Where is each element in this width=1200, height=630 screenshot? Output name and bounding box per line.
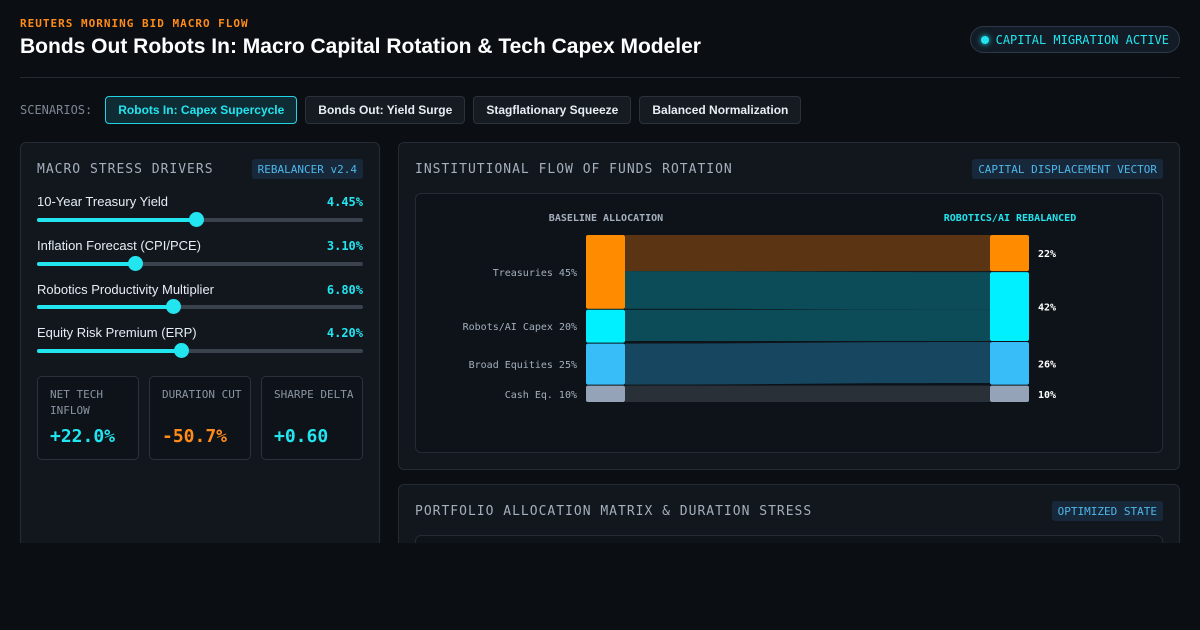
metric-value: +0.60 xyxy=(274,426,329,447)
sankey-label-right-3: 10% xyxy=(1038,390,1056,401)
metric-label: SHARPE DELTA xyxy=(274,388,354,401)
flow-panel-title: INSTITUTIONAL FLOW OF FUNDS ROTATION xyxy=(415,162,733,177)
sankey-chart-container: BASELINE ALLOCATION ROBOTICS/AI REBALANC… xyxy=(415,193,1163,453)
driver-label: 10-Year Treasury Yield xyxy=(37,194,169,209)
sankey-node-left-0 xyxy=(586,235,625,309)
sankey-label-left-2: Broad Equities 25% xyxy=(469,360,577,371)
driver-inflation-forecast: Inflation Forecast (CPI/PCE) 3.10% xyxy=(37,238,363,274)
rebalancer-version-tag: REBALANCER v2.4 xyxy=(251,159,363,179)
slider-fill xyxy=(37,305,174,309)
capital-displacement-tag: CAPITAL DISPLACEMENT VECTOR xyxy=(972,159,1163,179)
sankey-label-right-0: 22% xyxy=(1038,249,1056,260)
sankey-node-left-3 xyxy=(586,385,625,402)
metric-net-tech-inflow: NET TECH INFLOW +22.0% xyxy=(37,376,139,460)
treasury-yield-slider[interactable] xyxy=(37,212,363,227)
sankey-node-right-2 xyxy=(990,341,1029,385)
sankey-node-right-0 xyxy=(990,235,1029,272)
flow-of-funds-panel: INSTITUTIONAL FLOW OF FUNDS ROTATION CAP… xyxy=(398,142,1180,470)
slider-fill xyxy=(37,262,136,266)
header-divider xyxy=(20,77,1180,78)
metric-value: -50.7% xyxy=(162,426,228,447)
drivers-panel-title: MACRO STRESS DRIVERS xyxy=(37,162,214,177)
rebalanced-allocation-header: ROBOTICS/AI REBALANCED xyxy=(944,213,1076,224)
metric-sharpe-delta: SHARPE DELTA +0.60 xyxy=(261,376,363,460)
header-kicker: REUTERS MORNING BID MACRO FLOW xyxy=(20,17,249,30)
status-dot-icon xyxy=(980,35,989,44)
slider-handle[interactable] xyxy=(166,299,182,314)
sankey-flow-0 xyxy=(625,235,990,272)
driver-robotics-productivity: Robotics Productivity Multiplier 6.80% xyxy=(37,282,363,318)
driver-value: 4.20% xyxy=(326,326,363,340)
optimized-state-tag: OPTIMIZED STATE xyxy=(1051,501,1163,521)
slider-fill xyxy=(37,349,182,353)
sankey-chart: BASELINE ALLOCATION ROBOTICS/AI REBALANC… xyxy=(463,213,1076,402)
slider-handle[interactable] xyxy=(174,343,190,358)
page-bottom-area xyxy=(0,543,1200,630)
sankey-label-left-3: Cash Eq. 10% xyxy=(505,390,577,401)
sankey-flow-1 xyxy=(625,271,990,310)
driver-label: Equity Risk Premium (ERP) xyxy=(37,325,197,340)
sankey-label-left-0: Treasuries 45% xyxy=(493,268,577,279)
driver-treasury-yield: 10-Year Treasury Yield 4.45% xyxy=(37,194,363,230)
slider-handle[interactable] xyxy=(189,212,205,227)
scenario-button-yield-surge[interactable]: Bonds Out: Yield Surge xyxy=(305,96,466,124)
metric-label: NET TECH INFLOW xyxy=(50,388,103,417)
page-title: Bonds Out Robots In: Macro Capital Rotat… xyxy=(20,35,701,58)
sankey-node-left-2 xyxy=(586,343,625,385)
sankey-label-right-2: 26% xyxy=(1038,359,1056,370)
sankey-node-left-1 xyxy=(586,309,625,343)
scenario-button-capex-supercycle[interactable]: Robots In: Capex Supercycle xyxy=(105,96,298,124)
scenario-button-balanced-normalization[interactable]: Balanced Normalization xyxy=(639,96,802,124)
driver-equity-risk-premium: Equity Risk Premium (ERP) 4.20% xyxy=(37,325,363,361)
scenario-button-stagflationary-squeeze[interactable]: Stagflationary Squeeze xyxy=(473,96,632,124)
sankey-label-right-1: 42% xyxy=(1038,303,1056,314)
sankey-node-right-3 xyxy=(990,385,1029,402)
scenario-label: SCENARIOS: xyxy=(20,103,93,117)
slider-fill xyxy=(37,218,197,222)
metric-duration-cut: DURATION CUT -50.7% xyxy=(149,376,251,460)
robotics-productivity-slider[interactable] xyxy=(37,299,363,314)
sankey-node-right-1 xyxy=(990,272,1029,341)
driver-label: Inflation Forecast (CPI/PCE) xyxy=(37,238,201,253)
baseline-allocation-header: BASELINE ALLOCATION xyxy=(549,213,663,224)
metric-value: +22.0% xyxy=(50,426,116,447)
driver-value: 4.45% xyxy=(326,195,363,209)
equity-risk-premium-slider[interactable] xyxy=(37,343,363,358)
status-badge-label: CAPITAL MIGRATION ACTIVE xyxy=(995,32,1169,47)
macro-drivers-panel: MACRO STRESS DRIVERS REBALANCER v2.4 10-… xyxy=(20,142,380,562)
sankey-label-left-1: Robots/AI Capex 20% xyxy=(463,322,577,333)
matrix-panel-title: PORTFOLIO ALLOCATION MATRIX & DURATION S… xyxy=(415,504,813,519)
slider-handle[interactable] xyxy=(128,256,144,271)
metric-label: DURATION CUT xyxy=(162,388,242,401)
sankey-flow-3 xyxy=(625,341,990,385)
driver-value: 6.80% xyxy=(326,283,363,297)
status-badge: CAPITAL MIGRATION ACTIVE xyxy=(969,26,1180,53)
inflation-forecast-slider[interactable] xyxy=(37,256,363,271)
driver-value: 3.10% xyxy=(326,239,363,253)
sankey-flow-2 xyxy=(625,309,990,341)
sankey-flow-4 xyxy=(625,385,990,402)
driver-label: Robotics Productivity Multiplier xyxy=(37,282,215,297)
scenario-bar: SCENARIOS: Robots In: Capex Supercycle B… xyxy=(20,96,802,124)
